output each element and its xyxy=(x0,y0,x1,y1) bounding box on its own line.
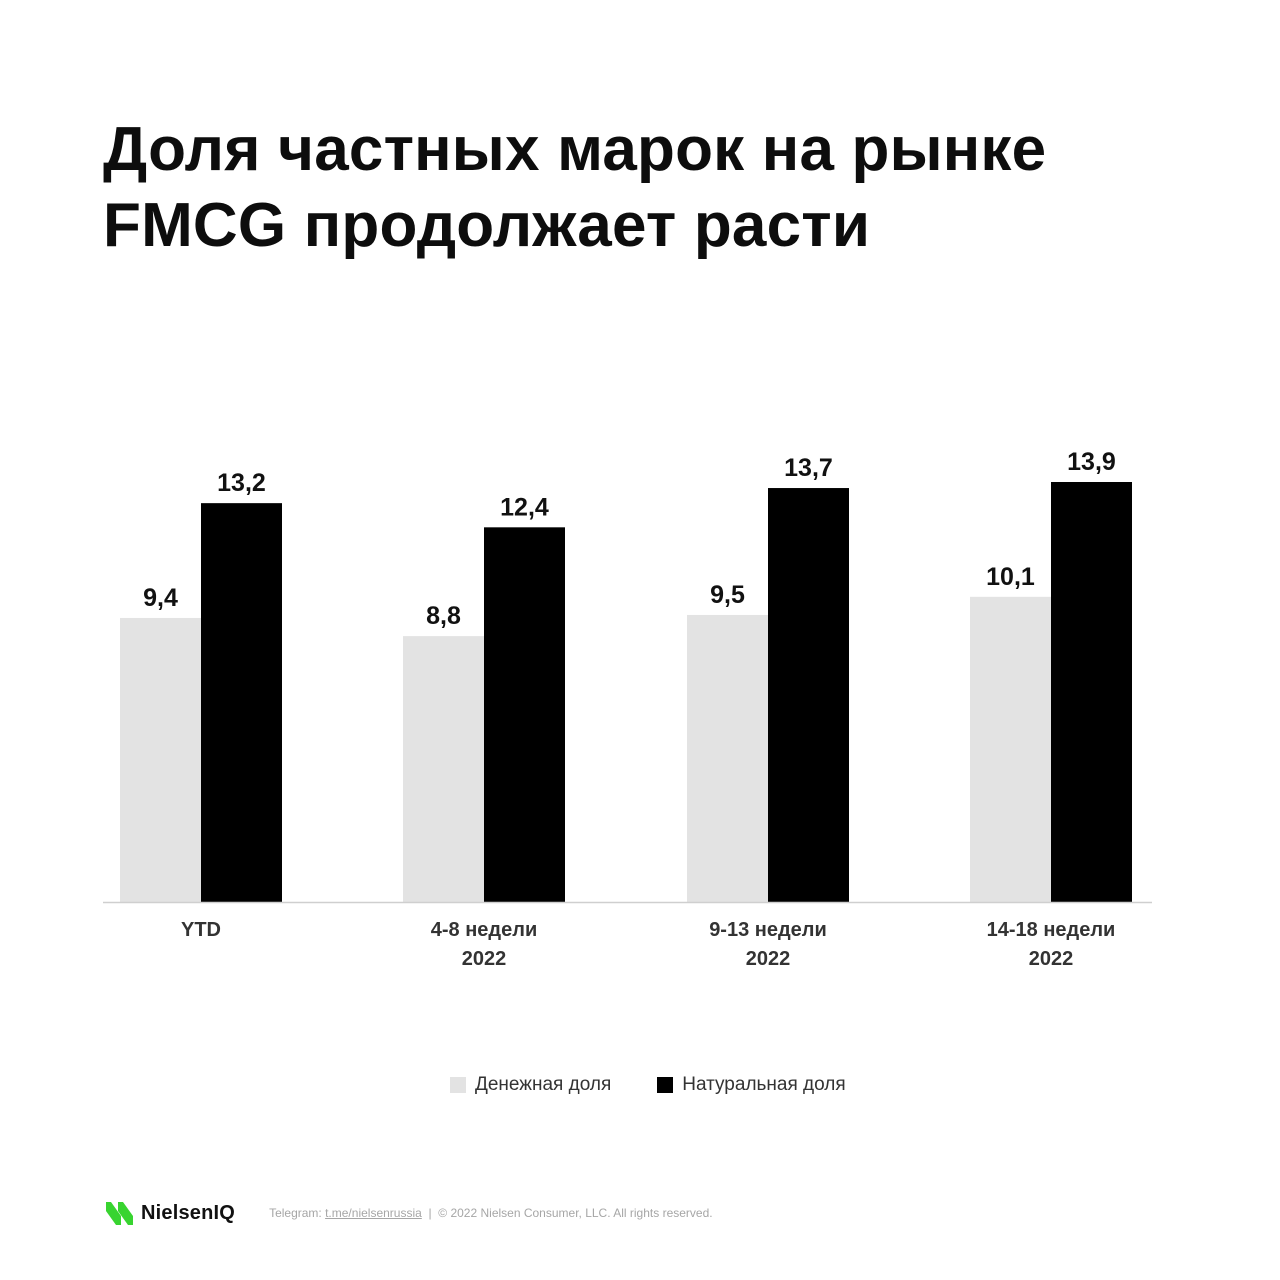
legend-item-money-share: Денежная доля xyxy=(450,1074,611,1096)
bar-value-label: 13,7 xyxy=(784,454,833,482)
bar-value-label: 13,9 xyxy=(1067,448,1116,476)
bar-value-label: 8,8 xyxy=(426,602,461,630)
legend-item-volume-share: Натуральная доля xyxy=(657,1074,846,1096)
nielseniq-logo-icon xyxy=(106,1202,133,1225)
footnote: Telegram: t.me/nielsenrussia | © 2022 Ni… xyxy=(269,1206,713,1220)
bar-volume-2 xyxy=(768,488,849,902)
brand-logo[interactable]: NielsenIQ xyxy=(105,1198,235,1228)
title-line-2: FMCG продолжает расти xyxy=(103,191,871,260)
copyright-text: © 2022 Nielsen Consumer, LLC. All rights… xyxy=(438,1206,713,1220)
footer: NielsenIQ Telegram: t.me/nielsenrussia |… xyxy=(105,1196,713,1230)
x-tick-label: 4-8 недели xyxy=(431,919,537,941)
bar-value-label: 13,2 xyxy=(217,469,266,497)
legend-label-volume-share: Натуральная доля xyxy=(682,1074,846,1095)
telegram-link[interactable]: t.me/nielsenrussia xyxy=(325,1206,422,1220)
bar-money-3 xyxy=(970,596,1051,902)
bar-money-2 xyxy=(687,614,768,902)
title-line-1: Доля частных марок на рынке xyxy=(103,115,1047,184)
bar-value-label: 10,1 xyxy=(986,563,1035,591)
bar-money-0 xyxy=(120,617,201,902)
brand-name: NielsenIQ xyxy=(141,1201,236,1224)
bar-volume-3 xyxy=(1051,482,1132,902)
bar-value-label: 12,4 xyxy=(500,493,549,521)
telegram-prefix: Telegram: xyxy=(269,1206,326,1220)
bar-value-label: 9,4 xyxy=(143,584,178,612)
bar-money-1 xyxy=(403,636,484,902)
chart-legend: Денежная доля Натуральная доля xyxy=(450,1074,846,1096)
page-title: Доля частных марок на рынке FMCG продолж… xyxy=(103,112,1183,264)
bar-value-label: 9,5 xyxy=(710,581,745,609)
footnote-separator: | xyxy=(428,1206,432,1220)
bar-volume-1 xyxy=(484,527,565,902)
legend-label-money-share: Денежная доля xyxy=(475,1074,612,1095)
x-tick-label: 2022 xyxy=(462,948,507,970)
x-tick-label: 2022 xyxy=(1029,948,1074,970)
x-tick-label: 14-18 недели xyxy=(987,919,1116,941)
bar-volume-0 xyxy=(201,503,282,902)
x-tick-label: YTD xyxy=(181,919,221,941)
legend-swatch-volume-share xyxy=(657,1077,674,1093)
bar-chart: 9,4 8,8 9,5 10,1 13,2 12,4 13,7 13,9 YTD 4-8 неде… xyxy=(103,448,1152,970)
x-tick-label: 2022 xyxy=(746,948,791,970)
x-tick-label: 9-13 недели xyxy=(709,919,827,941)
legend-swatch-money-share xyxy=(450,1077,466,1093)
